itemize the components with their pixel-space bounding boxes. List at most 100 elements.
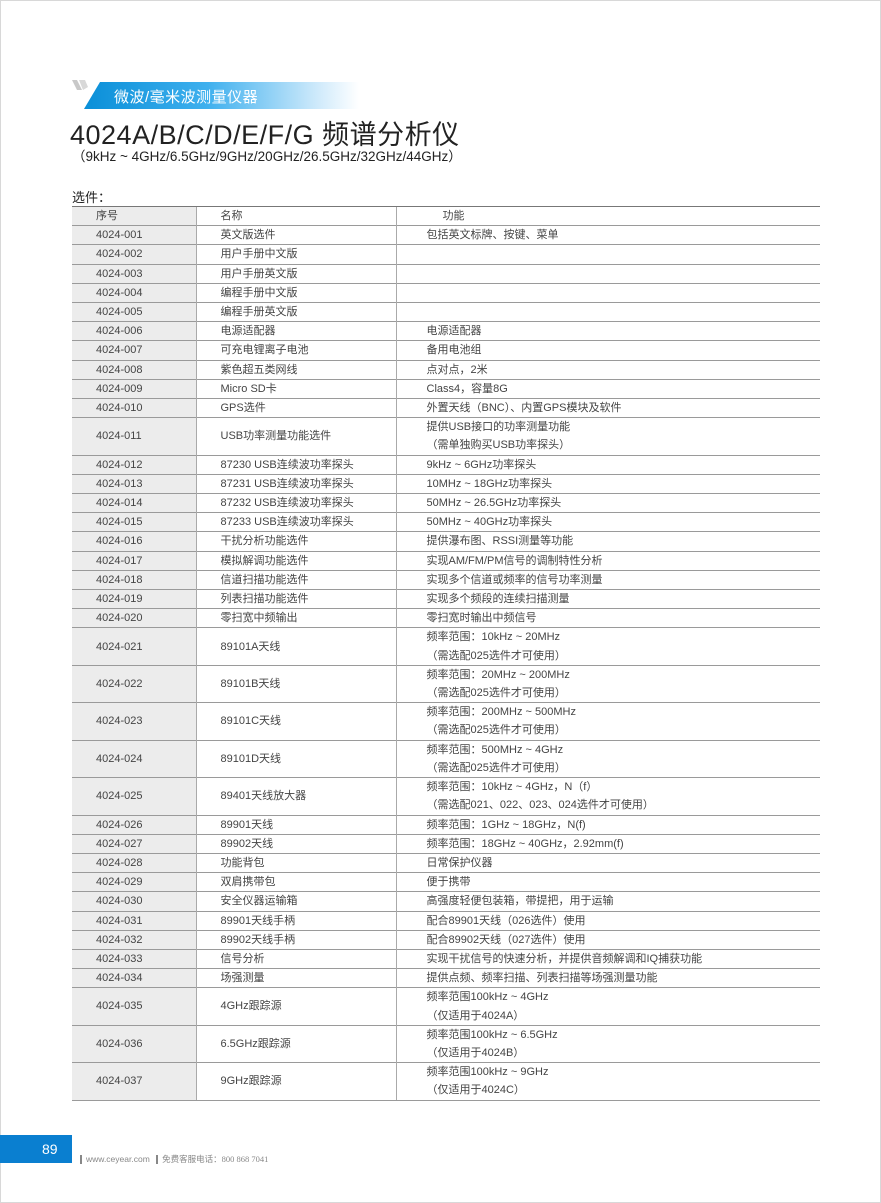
category-label: 微波/毫米波测量仪器 xyxy=(114,89,259,106)
decorative-slash-marks xyxy=(72,80,88,90)
function-line: 频率范围：10kHz ~ 20MHz xyxy=(426,631,561,644)
table-row: 4024-029 双肩携带包 便于携带 xyxy=(72,872,820,892)
option-function: 点对点，2米 xyxy=(395,359,820,380)
table-row: 4024-005 编程手册英文版 xyxy=(72,302,820,322)
function-line: 频率范围：500MHz ~ 4GHz xyxy=(426,743,564,756)
function-line: 电源适配器 xyxy=(426,325,482,338)
table-row: 4024-034 场强测量 提供点频、频率扫描、列表扫描等场强测量功能 xyxy=(72,968,820,988)
function-line: 便于携带 xyxy=(426,876,471,889)
option-id: 4024-019 xyxy=(72,589,196,609)
option-function: 电源适配器 xyxy=(395,321,820,341)
option-id: 4024-008 xyxy=(72,359,196,380)
option-name: 6.5GHz跟踪源 xyxy=(195,1024,396,1063)
category-banner: 微波/毫米波测量仪器 xyxy=(84,82,359,109)
table-row: 4024-019 列表扫描功能选件 实现多个频段的连续扫描测量 xyxy=(72,589,820,609)
divider xyxy=(156,1155,159,1165)
option-function: 频率范围：500MHz ~ 4GHz （需选配025选件才可使用） xyxy=(395,739,820,778)
table-row: 4024-001 英文版选件 包括英文标牌、按键、菜单 xyxy=(72,225,820,245)
option-id: 4024-006 xyxy=(72,321,196,341)
column-header-function: 功能 xyxy=(395,205,820,226)
option-id: 4024-022 xyxy=(72,664,196,703)
function-line: （需选配025选件才可使用） xyxy=(426,724,566,737)
option-function: 频率范围：10kHz ~ 20MHz （需选配025选件才可使用） xyxy=(395,627,820,666)
divider xyxy=(80,1155,82,1165)
option-function: 50MHz ~ 40GHz功率探头 xyxy=(395,512,820,532)
option-name: 干扰分析功能选件 xyxy=(195,531,396,552)
option-id: 4024-028 xyxy=(72,852,196,873)
option-function: 10MHz ~ 18GHz功率探头 xyxy=(395,473,820,494)
option-id: 4024-035 xyxy=(72,987,196,1026)
table-row: 4024-017 模拟解调功能选件 实现AM/FM/PM信号的调制特性分析 xyxy=(72,550,820,571)
option-id: 4024-007 xyxy=(72,340,196,361)
hotline-label: 免费客服电话： xyxy=(162,1154,222,1164)
option-name: 信号分析 xyxy=(195,948,396,969)
function-line: 9kHz ~ 6GHz功率探头 xyxy=(426,458,537,471)
table-row: 4024-004 编程手册中文版 xyxy=(72,282,820,303)
option-name: 电源适配器 xyxy=(195,321,396,341)
table-row: 4024-010 GPS选件 外置天线（BNC）、内置GPS模块及软件 xyxy=(72,398,820,418)
option-function: 配合89901天线（026选件）使用 xyxy=(395,910,820,931)
option-function: 提供USB接口的功率测量功能 （需单独购买USB功率探头） xyxy=(395,417,820,456)
table-row: 4024-023 89101C天线 频率范围：200MHz ~ 500MHz （需选配… xyxy=(72,702,820,741)
page-number-box: 89 xyxy=(0,1135,72,1163)
option-name: 4GHz跟踪源 xyxy=(195,987,396,1026)
function-line: 频率范围100kHz ~ 6.5GHz xyxy=(426,1028,558,1041)
column-header-name: 名称 xyxy=(195,205,396,226)
website-link[interactable]: www.ceyear.com xyxy=(86,1154,150,1164)
option-function: 零扫宽时输出中频信号 xyxy=(395,608,820,628)
option-function: 频率范围：10kHz ~ 4GHz，N（f） （需选配021、022、023、02… xyxy=(395,777,820,815)
option-id: 4024-023 xyxy=(72,702,196,741)
option-name: Micro SD卡 xyxy=(195,378,396,399)
function-line: 频率范围100kHz ~ 4GHz xyxy=(426,991,549,1004)
function-line: 包括英文标牌、按键、菜单 xyxy=(426,229,559,242)
table-row: 4024-013 87231 USB连续波功率探头 10MHz ~ 18GHz功率探… xyxy=(72,473,820,494)
table-row: 4024-015 87233 USB连续波功率探头 50MHz ~ 40GHz功率探… xyxy=(72,512,820,532)
function-line: 实现多个频段的连续扫描测量 xyxy=(426,593,570,606)
option-id: 4024-018 xyxy=(72,569,196,590)
table-row: 4024-024 89101D天线 频率范围：500MHz ~ 4GHz （需选配02… xyxy=(72,739,820,778)
function-line: Class4，容量8G xyxy=(426,382,508,395)
table-row: 4024-021 89101A天线 频率范围：10kHz ~ 20MHz （需选配02… xyxy=(72,627,820,666)
option-id: 4024-002 xyxy=(72,244,196,265)
option-function: 频率范围100kHz ~ 9GHz （仅适用于4024C） xyxy=(395,1062,820,1101)
table-row: 4024-009 Micro SD卡 Class4，容量8G xyxy=(72,378,820,399)
option-function xyxy=(395,244,820,265)
option-function: 实现多个信道或频率的信号功率测量 xyxy=(395,569,820,590)
option-function: 频率范围：200MHz ~ 500MHz （需选配025选件才可使用） xyxy=(395,702,820,741)
option-id: 4024-036 xyxy=(72,1024,196,1063)
option-name: GPS选件 xyxy=(195,398,396,418)
option-name: 场强测量 xyxy=(195,968,396,988)
option-function: 频率范围100kHz ~ 6.5GHz （仅适用于4024B） xyxy=(395,1024,820,1063)
option-function: 提供瀑布图、RSSI测量等功能 xyxy=(395,531,820,552)
function-line: 日常保护仪器 xyxy=(426,856,493,869)
option-name: 模拟解调功能选件 xyxy=(195,550,396,571)
function-line: 配合89902天线（027选件）使用 xyxy=(426,933,586,946)
option-name: 信道扫描功能选件 xyxy=(195,569,396,590)
option-function: 便于携带 xyxy=(395,872,820,892)
option-function xyxy=(395,282,820,303)
table-row: 4024-036 6.5GHz跟踪源 频率范围100kHz ~ 6.5GHz （仅适用… xyxy=(72,1024,820,1063)
option-name: 双肩携带包 xyxy=(195,872,396,892)
option-function: 配合89902天线（027选件）使用 xyxy=(395,929,820,950)
option-name: 可充电锂离子电池 xyxy=(195,340,396,361)
option-function: 日常保护仪器 xyxy=(395,852,820,873)
footer: www.ceyear.com 免费客服电话：800 868 7041 xyxy=(80,1153,268,1165)
function-line: 提供USB接口的功率测量功能 xyxy=(426,421,571,434)
option-id: 4024-017 xyxy=(72,550,196,571)
function-line: 点对点，2米 xyxy=(426,363,488,376)
function-line: 备用电池组 xyxy=(426,344,482,357)
table-row: 4024-011 USB功率测量功能选件 提供USB接口的功率测量功能 （需单独购买U… xyxy=(72,417,820,456)
option-name: 列表扫描功能选件 xyxy=(195,589,396,609)
option-function: 9kHz ~ 6GHz功率探头 xyxy=(395,454,820,475)
options-table: 序号 名称 功能 4024-001 英文版选件 包括英文标牌、按键、菜单 4024-0… xyxy=(72,205,820,1101)
option-name: 9GHz跟踪源 xyxy=(195,1062,396,1101)
option-name: 89101A天线 xyxy=(195,627,396,666)
option-function: 50MHz ~ 26.5GHz功率探头 xyxy=(395,493,820,513)
option-function: 备用电池组 xyxy=(395,340,820,361)
table-row: 4024-014 87232 USB连续波功率探头 50MHz ~ 26.5GHz功… xyxy=(72,493,820,513)
option-name: 89902天线手柄 xyxy=(195,929,396,950)
function-line: （仅适用于4024B） xyxy=(426,1046,525,1059)
option-function xyxy=(395,302,820,322)
option-name: 89101B天线 xyxy=(195,664,396,703)
function-line: （需选配025选件才可使用） xyxy=(426,761,566,774)
